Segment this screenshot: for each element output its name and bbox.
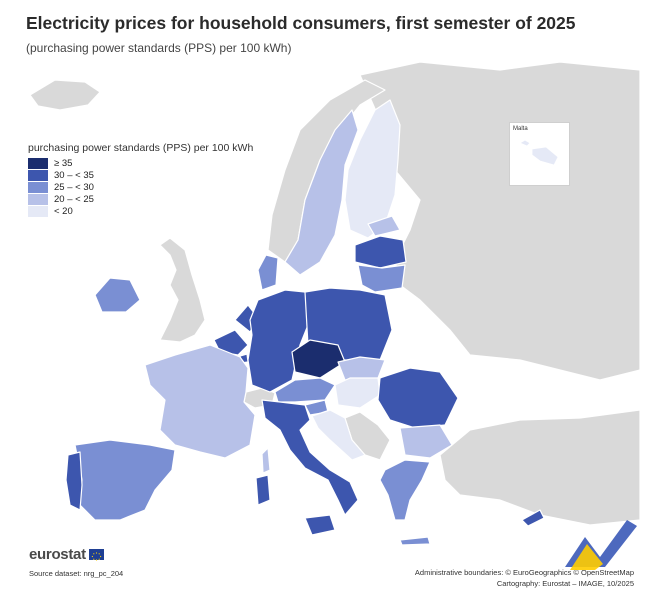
legend-label: 30 – < 35 — [54, 169, 94, 181]
legend-title: purchasing power standards (PPS) per 100… — [28, 142, 254, 154]
portugal — [65, 451, 83, 511]
ireland — [94, 277, 141, 313]
cyprus — [521, 509, 545, 527]
boundaries-credit: Administrative boundaries: © EuroGeograp… — [414, 568, 634, 577]
legend-item: 20 – < 25 — [28, 194, 253, 206]
italy — [261, 399, 359, 516]
legend-item: < 20 — [28, 206, 253, 218]
legend-label: 20 – < 25 — [54, 194, 94, 206]
non-eu-iceland — [29, 79, 101, 111]
legend-item: 25 – < 30 — [28, 181, 253, 193]
latvia — [354, 235, 407, 269]
legend-swatch — [28, 194, 48, 206]
denmark — [257, 254, 279, 291]
map-legend: purchasing power standards (PPS) per 100… — [28, 142, 253, 218]
eu-flag-icon — [88, 549, 104, 561]
source-text: Source dataset: nrg_pc_204 — [29, 569, 124, 578]
croatia — [311, 409, 366, 461]
map-subtitle: (purchasing power standards (PPS) per 10… — [26, 41, 292, 55]
spain — [74, 439, 176, 521]
legend-item: ≥ 35 — [28, 157, 253, 169]
map-title: Electricity prices for household consume… — [26, 13, 576, 33]
estonia — [367, 215, 401, 237]
bulgaria — [399, 424, 453, 459]
legend-label: < 20 — [54, 206, 73, 218]
legend-swatch — [28, 206, 48, 218]
slovakia — [337, 356, 386, 381]
crete — [399, 536, 431, 546]
credits: Administrative boundaries: © EuroGeograp… — [415, 567, 634, 589]
legend-swatch — [28, 157, 48, 169]
germany — [247, 289, 311, 393]
hungary — [334, 377, 381, 409]
romania — [377, 367, 459, 429]
france — [144, 344, 256, 459]
legend-label: 25 – < 30 — [54, 181, 94, 193]
malta-shape — [519, 139, 559, 166]
eurostat-logo: eurostat — [29, 546, 104, 563]
sardinia — [255, 474, 271, 506]
greece — [379, 459, 431, 521]
legend-swatch — [28, 169, 48, 181]
decorative-logo-mark — [565, 520, 637, 570]
non-eu-uk — [159, 237, 206, 343]
malta-inset: Malta — [509, 122, 570, 186]
sicily — [304, 514, 336, 536]
non-eu-north-east — [359, 61, 641, 381]
legend-swatch — [28, 181, 48, 193]
non-eu-turkey — [439, 409, 641, 526]
corsica — [261, 447, 271, 474]
inset-label: Malta — [513, 126, 528, 132]
logo-text: eurostat — [29, 546, 86, 563]
sweden — [284, 109, 359, 276]
lithuania — [357, 264, 406, 293]
legend-label: ≥ 35 — [54, 157, 73, 169]
legend-item: 30 – < 35 — [28, 169, 253, 181]
